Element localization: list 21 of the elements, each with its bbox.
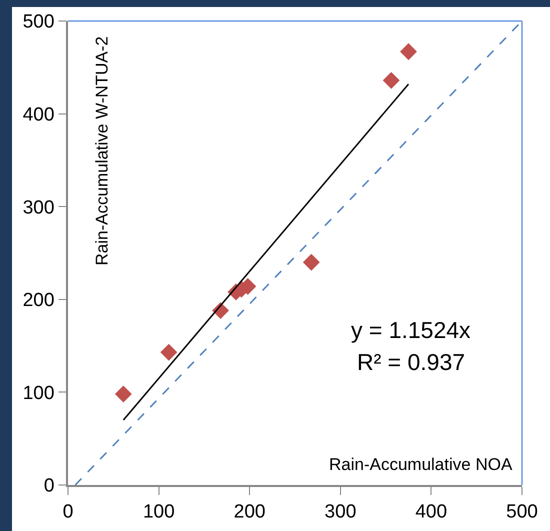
point <box>160 344 178 361</box>
y-tick-label: 0 <box>44 476 54 497</box>
x-tick-label: 0 <box>62 502 74 523</box>
y-tick-label: 300 <box>22 197 54 218</box>
y-tick-label: 200 <box>22 290 54 312</box>
y-axis-title: Rain-Accumulative W-NTUA-2 <box>92 36 112 266</box>
x-tick-label: 400 <box>415 502 448 523</box>
point <box>114 386 132 403</box>
y-tick-label: 400 <box>22 104 54 126</box>
x-tick-label: 100 <box>142 502 175 523</box>
x-axis-title: Rain-Accumulative NOA <box>329 455 513 474</box>
point <box>400 43 417 60</box>
annotation: y = 1.1524x <box>351 317 472 343</box>
x-tick-label: 500 <box>506 502 538 523</box>
x-tick-label: 200 <box>234 502 266 523</box>
annotation: R² = 0.937 <box>357 349 466 375</box>
point <box>302 254 320 271</box>
y-tick-label: 500 <box>22 12 54 33</box>
x-tick-label: 300 <box>324 502 356 523</box>
y-tick-label: 100 <box>22 382 54 404</box>
point <box>382 72 400 89</box>
